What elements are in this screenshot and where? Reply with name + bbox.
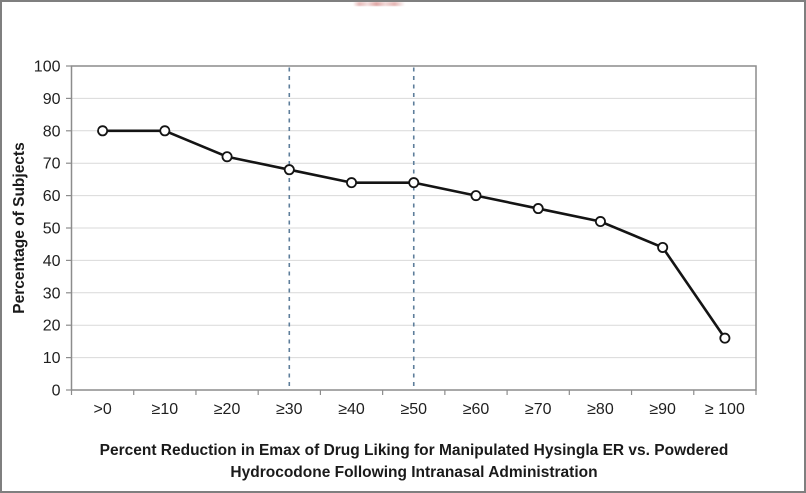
x-tick-label: ≥10 (152, 401, 179, 418)
data-point-marker (346, 177, 358, 189)
axis-ticks-group (66, 65, 757, 395)
data-point-marker (221, 151, 233, 163)
gridlines-group (71, 65, 756, 359)
data-point-marker (283, 164, 295, 176)
x-tick-label: ≥40 (338, 401, 365, 418)
x-tick-label: ≥50 (400, 401, 427, 418)
data-point-marker (594, 216, 606, 228)
data-point-marker (657, 241, 669, 253)
data-point-marker (470, 190, 482, 202)
y-axis-title: Percentage of Subjects (11, 142, 28, 313)
x-axis-title-line2: Hydrocodone Following Intranasal Adminis… (230, 464, 597, 481)
y-tick-label: 10 (43, 350, 61, 367)
y-tick-label: 0 (52, 383, 61, 400)
y-tick-label: 80 (43, 123, 61, 140)
x-tick-label: ≥ 100 (705, 401, 745, 418)
cropped-red-title-artifact (353, 2, 405, 6)
x-tick-label: ≥70 (525, 401, 552, 418)
y-tick-label: 90 (43, 91, 61, 108)
reference-lines-group (288, 67, 415, 390)
x-tick-label: ≥90 (649, 401, 676, 418)
x-axis-title-line1: Percent Reduction in Emax of Drug Liking… (100, 442, 729, 459)
series-group (97, 125, 731, 344)
tick-labels-group: 0 10 20 30 40 50 60 70 80 90 100 >0 ≥10 ≥20 ≥30 ≥40 ≥50 ≥… (34, 59, 745, 419)
x-tick-label: ≥20 (214, 401, 241, 418)
data-point-marker (408, 177, 420, 189)
x-tick-label: ≥80 (587, 401, 614, 418)
data-point-marker (532, 203, 544, 215)
y-tick-label: 60 (43, 188, 61, 205)
x-tick-label: >0 (93, 401, 111, 418)
y-tick-label: 40 (43, 253, 61, 270)
data-point-marker (159, 125, 171, 137)
y-tick-label: 30 (43, 285, 61, 302)
y-tick-label: 50 (43, 221, 61, 238)
y-tick-label: 20 (43, 318, 61, 335)
data-point-marker (97, 125, 109, 137)
x-tick-label: ≥60 (463, 401, 490, 418)
x-tick-label: ≥30 (276, 401, 303, 418)
data-point-marker (719, 332, 731, 344)
y-tick-label: 70 (43, 156, 61, 173)
y-tick-label: 100 (34, 59, 61, 76)
